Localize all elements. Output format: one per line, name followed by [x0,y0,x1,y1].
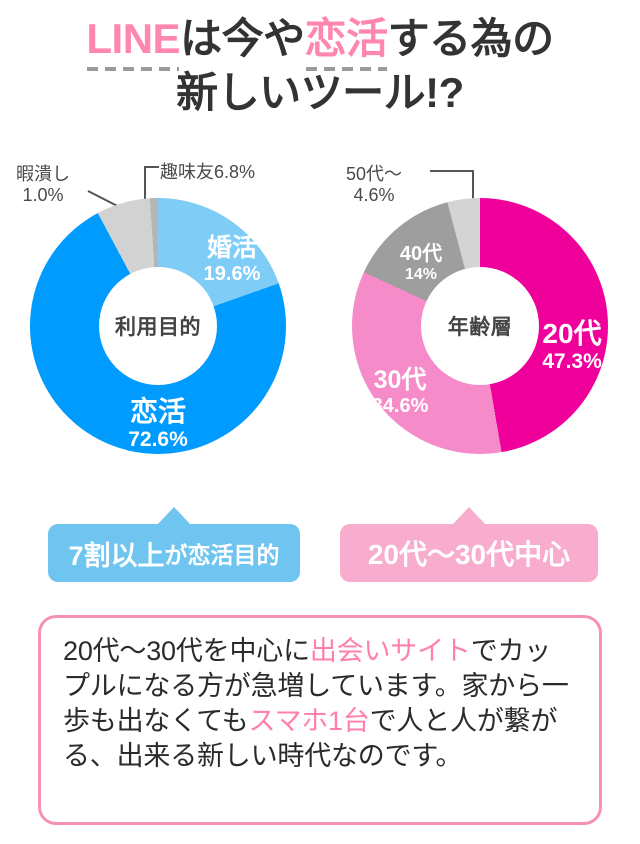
headline-line-1: LINEは今や恋活する為の [0,14,640,71]
callout-banner-purpose: 7割以上 が恋活目的 [48,507,300,582]
banner-tail-age [452,507,486,525]
summary-note-box: 20代〜30代を中心に出会いサイトでカップルになる方が急増しています。家から一歩… [38,615,602,825]
banner-purpose-normal: が恋活目的 [164,542,280,568]
slice-label-40s: 40代 14% [384,244,458,283]
callout-senior-pct: 4.6% [353,184,395,205]
banner-tail-purpose [157,507,191,525]
donut-center-label-age: 年齢層 [447,316,513,339]
slice-label-konkatsu: 婚活 19.6% [184,234,280,285]
note-line3-c: で [369,706,397,737]
note-highlight-smartphone: スマホ1台 [248,706,370,737]
callout-label-killing-time: 暇潰し 1.0% [16,164,70,205]
banner-purpose-strong: 7割以上 [68,540,165,571]
donut-center-label-purpose: 利用目的 [115,316,201,339]
summary-note-text: 20代〜30代を中心に出会いサイトでカップルになる方が急増しています。家から一歩… [63,634,577,774]
donut-center-age: 年齢層 [421,267,539,385]
slice-pct-30s: 34.6% [371,395,429,417]
headline-text-b: する為の [387,15,555,62]
note-line1-c: で [470,636,498,666]
slice-name-renkatsu: 恋活 [129,396,186,427]
donut-chart-purpose: 暇潰し 1.0% 趣味友6.8% 利用目的 [8,150,308,500]
slice-name-40s: 40代 [399,243,443,265]
slice-pct-40s: 14% [404,266,438,283]
note-line2: カップルになる方が急増しています。 [63,636,552,702]
slice-pct-konkatsu: 19.6% [203,263,261,285]
headline-text-a: は今や [180,15,305,62]
slice-label-30s: 30代 34.6% [354,366,446,417]
note-line4: 人と人が繋がる、出来る新しい時代 [63,706,558,772]
headline-keyword: 恋活 [304,15,388,71]
slice-pct-renkatsu: 72.6% [128,428,188,451]
slice-name-20s: 20代 [542,318,602,349]
slice-label-20s: 20代 47.3% [526,318,618,373]
slice-name-30s: 30代 [373,366,427,394]
note-highlight-dating-site: 出会いサイト [309,636,471,666]
headline-brand: LINE [86,15,181,71]
donut-chart-age: 50代〜 4.6% 年齢層 20代 47.3% 30代 34.6% [330,150,630,500]
headline: LINEは今や恋活する為の 新しいツール!? [0,14,640,117]
banner-age-text: 20代〜30代中心 [367,539,571,570]
slice-pct-20s: 47.3% [542,350,602,373]
donut-center-purpose: 利用目的 [99,267,217,385]
callout-killing-time-name: 暇潰し [16,164,70,184]
callout-banner-age: 20代〜30代中心 [340,507,598,582]
donut-ring-purpose: 利用目的 [30,198,286,454]
donut-ring-age: 年齢層 [352,198,608,454]
slice-label-renkatsu: 恋活 72.6% [108,396,208,451]
note-line1-a: 20代〜30代を中心に [63,636,310,666]
note-line5: なのです。 [331,741,463,772]
callout-label-hobby-friend: 趣味友6.8% [160,162,256,182]
slice-name-konkatsu: 婚活 [206,234,257,262]
callout-label-senior: 50代〜 4.6% [346,164,402,205]
headline-line-2: 新しいツール!? [176,68,464,116]
callout-killing-time-pct: 1.0% [22,184,64,205]
note-line3-a: 家から一歩も出なくても [63,671,569,737]
charts-area: 暇潰し 1.0% 趣味友6.8% 利用目的 [0,150,640,500]
callout-senior-name: 50代〜 [346,164,403,184]
